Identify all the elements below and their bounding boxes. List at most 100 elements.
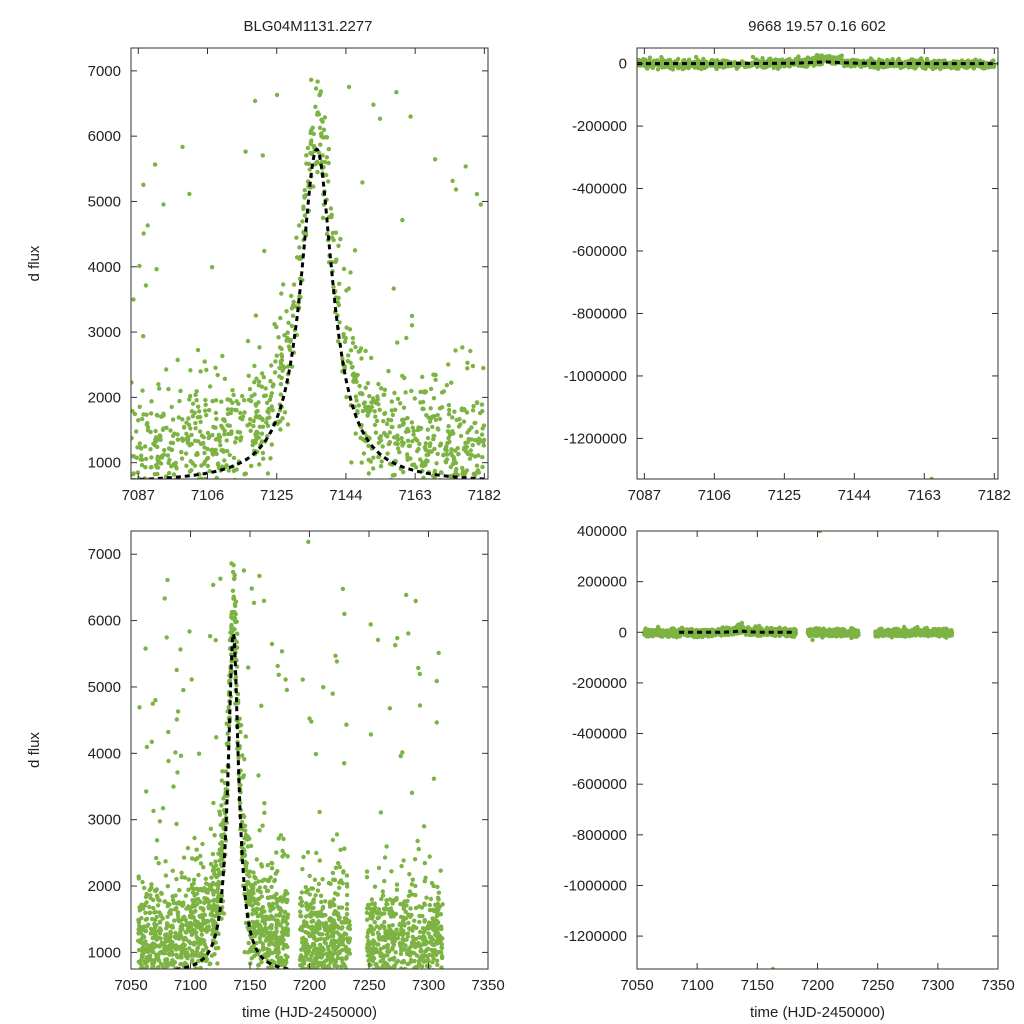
- data-point: [306, 161, 312, 167]
- data-point: [322, 940, 327, 945]
- data-point: [185, 440, 190, 446]
- data-point: [436, 650, 441, 656]
- data-point: [300, 866, 305, 872]
- data-point: [251, 925, 256, 930]
- data-point: [326, 146, 331, 152]
- data-point: [391, 1008, 395, 1012]
- data-point: [215, 961, 220, 966]
- data-point: [439, 955, 445, 961]
- data-point: [186, 939, 192, 944]
- data-point: [193, 511, 197, 515]
- data-point: [416, 846, 421, 852]
- data-point: [246, 665, 251, 670]
- data-point: [277, 345, 283, 350]
- data-point: [251, 943, 256, 948]
- data-point: [179, 449, 184, 455]
- data-point: [144, 924, 149, 929]
- data-point: [186, 877, 191, 882]
- data-point: [281, 914, 287, 919]
- data-point: [366, 902, 371, 908]
- data-point: [346, 989, 350, 993]
- data-point: [423, 953, 428, 959]
- data-point: [329, 969, 333, 973]
- data-point: [197, 409, 202, 414]
- x-tick-label: 7200: [293, 977, 326, 994]
- data-point: [207, 408, 212, 413]
- data-point: [265, 863, 270, 868]
- data-point: [195, 347, 201, 353]
- data-point: [273, 947, 279, 952]
- data-point: [331, 934, 336, 939]
- data-point: [355, 372, 360, 378]
- data-point: [360, 180, 365, 185]
- data-point: [178, 647, 183, 652]
- data-point: [318, 89, 324, 94]
- data-point: [251, 418, 256, 424]
- data-point: [341, 266, 347, 272]
- data-point: [218, 576, 223, 581]
- data-point: [325, 932, 330, 937]
- data-point: [397, 424, 402, 429]
- data-point: [401, 405, 407, 410]
- data-point: [399, 863, 404, 869]
- data-point: [435, 884, 440, 890]
- data-point: [228, 410, 233, 416]
- data-point: [136, 418, 141, 423]
- data-point: [154, 465, 160, 470]
- data-point: [360, 408, 366, 414]
- data-point: [326, 160, 331, 166]
- data-point: [304, 904, 309, 909]
- data-point: [470, 363, 476, 369]
- data-point: [372, 422, 378, 428]
- data-point: [211, 923, 216, 929]
- data-point: [326, 976, 330, 980]
- data-point: [289, 323, 295, 329]
- data-point: [189, 409, 195, 414]
- data-point: [159, 987, 163, 991]
- data-point: [353, 394, 358, 399]
- data-point: [211, 582, 216, 588]
- data-point: [212, 952, 217, 957]
- data-point: [166, 758, 171, 764]
- data-point: [232, 572, 237, 578]
- data-point: [259, 906, 264, 911]
- data-point: [400, 217, 405, 223]
- data-point: [446, 362, 451, 367]
- data-point: [307, 873, 312, 879]
- data-point: [173, 930, 178, 936]
- data-point: [405, 991, 409, 995]
- data-point: [131, 454, 136, 459]
- data-point: [245, 338, 251, 344]
- data-point: [478, 202, 483, 207]
- data-point: [159, 486, 163, 490]
- data-point: [200, 970, 204, 974]
- data-point: [439, 390, 445, 395]
- data-point: [200, 841, 205, 847]
- data-point: [276, 950, 281, 955]
- data-point: [378, 953, 383, 959]
- data-point: [143, 646, 148, 651]
- data-point: [168, 934, 173, 939]
- data-point: [409, 420, 415, 425]
- data-point: [285, 854, 290, 859]
- data-point: [173, 750, 178, 755]
- data-point: [264, 936, 269, 941]
- data-point: [174, 821, 179, 827]
- data-point: [793, 56, 799, 62]
- data-point: [365, 953, 371, 958]
- data-point: [404, 972, 408, 976]
- data-point: [165, 923, 170, 928]
- data-point: [387, 706, 393, 711]
- data-point: [389, 399, 394, 404]
- data-point: [338, 847, 343, 852]
- data-point: [406, 443, 412, 449]
- data-point: [441, 491, 445, 495]
- data-point: [320, 877, 325, 882]
- data-point: [344, 288, 349, 293]
- data-point: [344, 881, 350, 887]
- data-point: [819, 53, 825, 58]
- data-point: [693, 54, 699, 60]
- data-point: [409, 313, 415, 319]
- data-point: [325, 969, 329, 973]
- data-point: [162, 500, 166, 504]
